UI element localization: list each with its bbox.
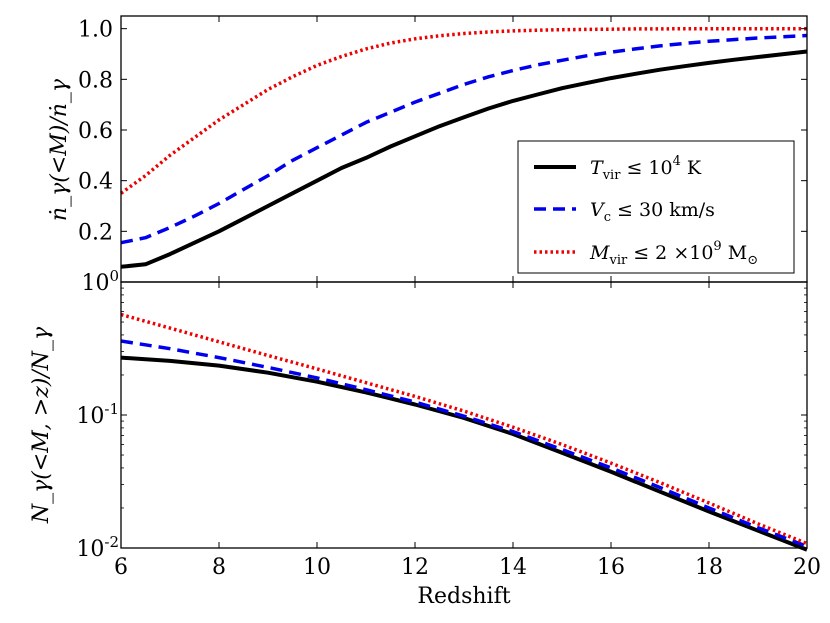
- bottom-series-line-t-vir-10-4-k: [120, 355, 808, 552]
- legend-label-m-vir-2-10-9-m: Mvir ≤ 2 ×109 M⊙: [589, 239, 758, 268]
- legend-label-t-vir-10-4-k: Tvir ≤ 104 K: [590, 154, 702, 183]
- bottom-ylabel-text: N_γ(<M, >z)/N_γ: [29, 326, 54, 524]
- bottom-ytick-label: 10-1: [76, 400, 119, 429]
- xtick-label: 16: [597, 555, 625, 580]
- top-ytick-label: 0.2: [78, 220, 113, 245]
- xtick-label: 8: [212, 555, 226, 580]
- xtick-label: 6: [114, 555, 128, 580]
- top-ytick-label: 1.0: [78, 18, 113, 43]
- top-ytick-label: 0.6: [78, 119, 113, 144]
- top-series-line-m-vir-2-10-9-m: [119, 26, 807, 195]
- top-ylabel-text: ṅ_γ(<M)/ṅ_γ: [47, 78, 72, 221]
- bottom-ticks-group: 6 8 10 12 14 16 18 20 10-2 10-1 100: [76, 267, 821, 580]
- svg-text:N_γ(<M, >z)/N_γ: N_γ(<M, >z)/N_γ: [29, 326, 54, 524]
- xtick-label: 18: [695, 555, 723, 580]
- svg-text:ṅ_γ(<M)/ṅ_γ: ṅ_γ(<M)/ṅ_γ: [47, 78, 72, 221]
- xtick-label: 10: [303, 555, 331, 580]
- top-panel: 0.2 0.4 0.6 0.8 1.0 ṅ_γ(<M)/ṅ_γ Tvir ≤ 104 K…: [47, 15, 808, 283]
- top-ticks-group: 0.2 0.4 0.6 0.8 1.0: [78, 16, 808, 282]
- xtick-label: 20: [793, 555, 821, 580]
- top-y-axis-label: ṅ_γ(<M)/ṅ_γ: [47, 78, 72, 221]
- top-series-group: [119, 26, 808, 269]
- x-axis-label: Redshift: [417, 584, 510, 609]
- top-ytick-label: 0.4: [78, 170, 113, 195]
- bottom-ytick-label: 100: [81, 267, 119, 296]
- bottom-series-line-v-c-30-km-s: [120, 339, 808, 548]
- top-ytick-label: 0.8: [78, 68, 113, 93]
- bottom-panel: 6 8 10 12 14 16 18 20 10-2 10-1 100 N_γ(<M, >z)/N_…: [29, 267, 821, 609]
- legend: Tvir ≤ 104 K Vc ≤ 30 km/s Mvir ≤ 2 ×109 M⊙: [517, 140, 795, 274]
- bottom-ytick-label: 10-2: [76, 533, 119, 562]
- bottom-y-axis-label: N_γ(<M, >z)/N_γ: [29, 326, 54, 524]
- xtick-label: 14: [499, 555, 527, 580]
- xtick-label: 12: [401, 555, 429, 580]
- bottom-series-line-m-vir-2-10-9-m: [120, 312, 808, 546]
- bottom-series-group: [120, 312, 808, 552]
- top-series-line-t-vir-10-4-k: [120, 49, 808, 269]
- legend-label-v-c-30-km-s: Vc ≤ 30 km/s: [590, 199, 715, 225]
- top-series-line-v-c-30-km-s: [120, 33, 808, 245]
